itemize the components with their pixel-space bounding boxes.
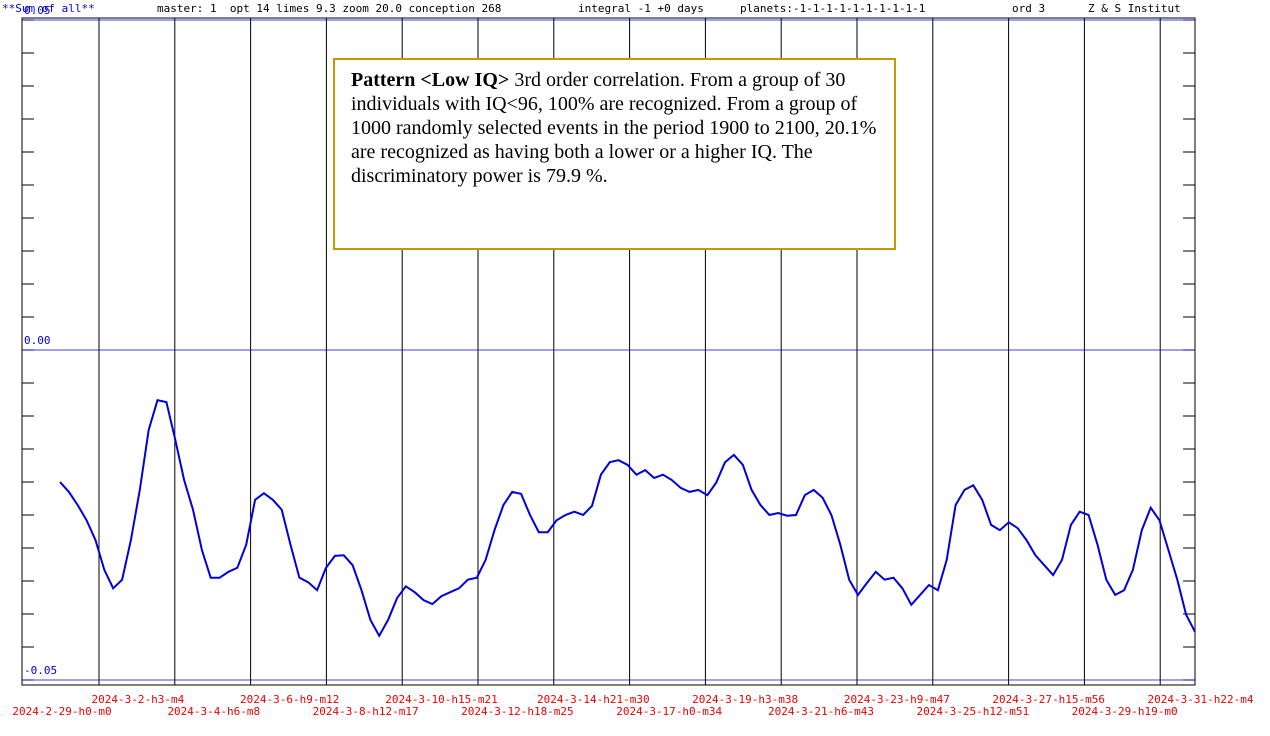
x-tick-label: 2024-3-23-h9-m47 bbox=[844, 693, 950, 706]
x-tick-label: 2024-3-4-h6-m8 bbox=[167, 705, 260, 718]
header-text: master: 1 opt 14 limes 9.3 zoom 20.0 con… bbox=[157, 2, 501, 15]
plot-frame bbox=[21, 17, 1196, 686]
x-tick-label: 2024-3-14-h21-m30 bbox=[537, 693, 650, 706]
annotation-text: 3rd order correlation. From a group of 3… bbox=[351, 69, 877, 187]
x-tick-label: 2024-3-6-h9-m12 bbox=[240, 693, 339, 706]
header-text: Z & S Institut bbox=[1088, 2, 1181, 15]
x-tick-label: 2024-3-17-h0-m34 bbox=[616, 705, 722, 718]
x-tick-label: 2024-3-29-h19-m0 bbox=[1072, 705, 1178, 718]
x-tick-label: 2024-3-31-h22-m4 bbox=[1148, 693, 1254, 706]
x-tick-label: 2024-2-29-h0-m0 bbox=[12, 705, 111, 718]
annotation: Pattern <Low IQ> 3rd order correlation. … bbox=[333, 58, 896, 250]
x-tick-label: 2024-3-21-h6-m43 bbox=[768, 705, 874, 718]
header-text: planets:-1-1-1-1-1-1-1-1-1-1 bbox=[740, 2, 925, 15]
x-tick-label: 2024-3-12-h18-m25 bbox=[461, 705, 574, 718]
data-line bbox=[59, 399, 1196, 638]
x-tick-label: 2024-3-25-h12-m51 bbox=[917, 705, 1030, 718]
x-tick-label: 2024-3-8-h12-m17 bbox=[313, 705, 419, 718]
header-text: **Sum of all** bbox=[2, 2, 95, 15]
annotation-title: Pattern <Low IQ> bbox=[351, 69, 510, 91]
y-tick-label: 0.00 bbox=[24, 334, 51, 347]
y-tick-label: -0.05 bbox=[24, 664, 57, 677]
x-tick-label: 2024-3-19-h3-m38 bbox=[692, 693, 798, 706]
y-tick-label: 0.05 bbox=[24, 4, 51, 17]
x-tick-label: 2024-3-27-h15-m56 bbox=[992, 693, 1105, 706]
header-text: ord 3 bbox=[1012, 2, 1045, 15]
x-tick-label: 2024-3-2-h3-m4 bbox=[92, 693, 185, 706]
x-tick-label: 2024-3-10-h15-m21 bbox=[385, 693, 498, 706]
header-text: integral -1 +0 days bbox=[578, 2, 704, 15]
